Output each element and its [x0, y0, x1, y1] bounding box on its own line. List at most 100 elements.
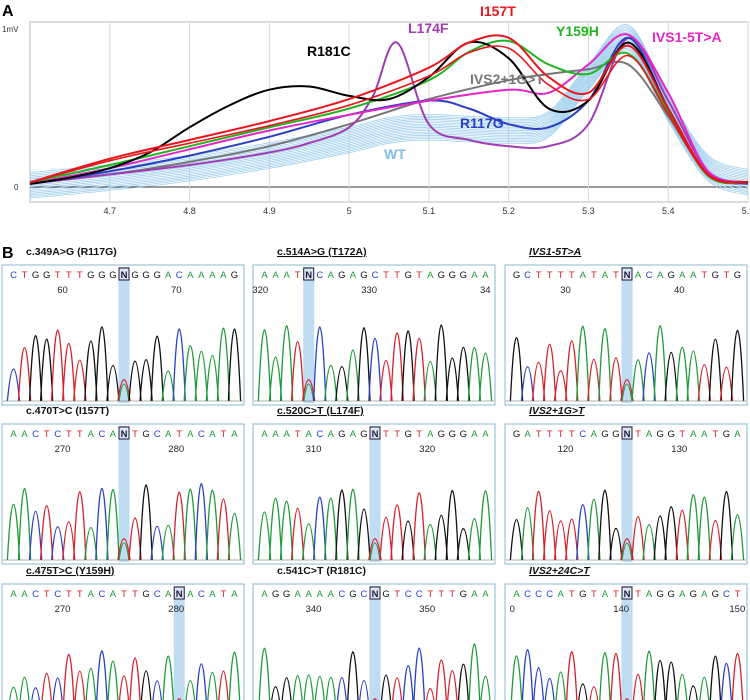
peak — [447, 669, 458, 700]
peak — [346, 488, 360, 561]
base-letter: C — [524, 589, 531, 600]
peak — [467, 347, 482, 402]
base-letter: C — [361, 589, 368, 600]
n-box — [621, 586, 633, 600]
base-letter: T — [547, 429, 553, 440]
base-letter: T — [132, 589, 138, 600]
base-letter: A — [261, 270, 268, 281]
peak — [128, 517, 142, 561]
peak — [457, 663, 469, 700]
peak — [17, 347, 32, 402]
peak — [324, 364, 338, 402]
base-letter: G — [283, 589, 290, 600]
base-letter: T — [591, 589, 597, 600]
base-letter: G — [723, 429, 730, 440]
peak — [9, 686, 18, 700]
base-letter: N — [624, 270, 631, 281]
x-tick-label: 5.3 — [582, 206, 595, 216]
secondary-peak — [118, 383, 130, 402]
panel-b: B c.349A>G (R117G)C T G G T T T G G G N G G G A C A A A A G6… — [1, 245, 748, 700]
peak — [205, 489, 220, 561]
peak — [290, 341, 305, 402]
series-ivs1-5t-a — [29, 33, 749, 185]
peak — [468, 643, 481, 700]
base-letter: A — [165, 270, 172, 281]
base-letter: N — [372, 589, 379, 600]
peak — [195, 663, 207, 700]
base-letter: C — [723, 589, 730, 600]
trace-title: IVS1-5T>A — [529, 246, 581, 258]
peak — [542, 510, 557, 561]
position-number: 120 — [558, 444, 574, 455]
base-letter: G — [667, 589, 674, 600]
peak — [731, 652, 744, 700]
peak — [183, 345, 198, 402]
base-letter: A — [328, 270, 335, 281]
panel-a: A 1mV 0 4.7 4.8 4.9 5 5.1 5.2 5.3 5.4 5.5 R181C … — [2, 3, 750, 216]
peak — [62, 343, 76, 402]
base-letter: T — [221, 589, 227, 600]
base-letter: G — [438, 429, 445, 440]
peak — [555, 671, 566, 700]
peak — [118, 675, 130, 700]
peak — [95, 326, 109, 402]
peak — [709, 655, 722, 700]
peak — [19, 676, 30, 700]
peak — [314, 676, 325, 700]
annotation-r117g: R117G — [460, 115, 504, 131]
peak — [653, 325, 667, 402]
series-i157t-replicate — [29, 45, 749, 184]
peak — [31, 687, 40, 700]
peak — [372, 698, 378, 700]
base-letter: C — [54, 589, 61, 600]
base-letter: A — [471, 429, 478, 440]
peak — [139, 359, 153, 402]
base-letter: G — [231, 270, 238, 281]
position-number: 60 — [57, 285, 68, 296]
base-letter: T — [613, 589, 619, 600]
peak — [686, 493, 701, 561]
base-letter: T — [569, 270, 575, 281]
peak — [279, 500, 294, 561]
y-top-label: 1mV — [2, 25, 19, 34]
base-letter: G — [449, 270, 456, 281]
peak — [664, 351, 678, 402]
peak — [609, 357, 623, 402]
secondary-peak — [621, 542, 633, 561]
variant-highlight — [621, 267, 633, 403]
position-number: 0 — [510, 604, 515, 615]
base-letter: A — [471, 270, 478, 281]
base-letter: C — [154, 429, 161, 440]
peak — [28, 335, 43, 402]
base-letter: A — [261, 589, 268, 600]
position-number: 320 — [252, 285, 268, 296]
base-letter: A — [10, 429, 17, 440]
peak — [642, 524, 656, 561]
peak — [218, 670, 229, 700]
base-letter: A — [690, 270, 697, 281]
peak — [380, 674, 392, 700]
base-letter: T — [132, 429, 138, 440]
peak — [699, 676, 710, 700]
peak — [480, 675, 491, 700]
base-letter: A — [261, 429, 268, 440]
base-letter: A — [294, 589, 301, 600]
base-letter: T — [536, 429, 542, 440]
peak — [730, 514, 745, 561]
base-letter: G — [360, 429, 367, 440]
base-letter: T — [77, 270, 83, 281]
wt-trace — [29, 32, 749, 181]
peak — [139, 484, 153, 561]
base-letter: G — [460, 589, 467, 600]
peak — [106, 364, 120, 402]
base-letter: A — [231, 429, 238, 440]
peak — [598, 328, 612, 402]
base-letter: G — [153, 270, 160, 281]
peak — [271, 686, 281, 700]
peak — [257, 329, 272, 402]
base-letter: A — [734, 429, 741, 440]
base-letter: T — [712, 429, 718, 440]
peak — [565, 340, 579, 402]
peak — [73, 359, 87, 402]
peak — [531, 361, 546, 402]
